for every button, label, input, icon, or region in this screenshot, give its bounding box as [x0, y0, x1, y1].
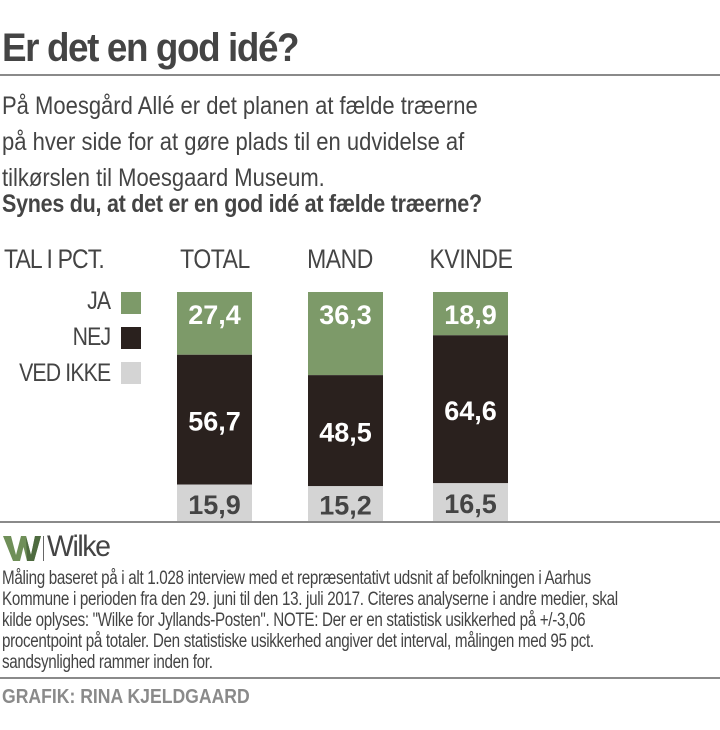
footnote-line: procentpoint på totaler. Den statistiske…	[2, 631, 594, 652]
data-label-ja-mand: 36,3	[319, 300, 372, 330]
data-label-ja-kvinde: 18,9	[444, 300, 497, 330]
bar-segment-ja-kvinde	[433, 292, 508, 336]
bar-segment-ved-ikke-mand	[308, 486, 383, 521]
survey-question: Synes du, at det er en god idé at fælde …	[2, 190, 482, 218]
legend-label-ved-ikke: VED IKKE	[18, 359, 111, 387]
data-label-ved-ikke-mand: 15,2	[319, 491, 372, 521]
footnote-line: Måling baseret på i alt 1.028 interview …	[2, 568, 591, 589]
category-label-total: TOTAL	[180, 244, 250, 274]
unit-label: TAL I PCT.	[4, 244, 105, 274]
intro-line: på hver side for at gøre plads til en ud…	[2, 128, 465, 156]
data-label-ja-total: 27,4	[188, 300, 241, 330]
wilke-logo-icon	[3, 536, 41, 561]
graphic-credit: GRAFIK: RINA KJELDGAARD	[2, 686, 250, 708]
intro-text: På Moesgård Allé er det planen at fælde …	[2, 88, 618, 196]
data-label-nej-total: 56,7	[188, 407, 241, 437]
wilke-logo-text: Wilke	[47, 530, 111, 563]
bar-segment-ja-mand	[308, 292, 383, 376]
category-label-kvinde: KVINDE	[429, 244, 513, 274]
bar-segment-nej-total	[177, 354, 252, 485]
bar-segment-nej-kvinde	[433, 335, 508, 484]
title-divider	[0, 74, 720, 76]
intro-line: tilkørslen til Moesgaard Museum.	[2, 164, 325, 192]
bar-segment-ved-ikke-total	[177, 484, 252, 521]
legend-swatch-nej	[121, 327, 141, 349]
legend-swatch-ved-ikke	[121, 362, 141, 384]
footnote-line: sandsynlighed rammer inden for.	[2, 652, 213, 673]
legend-swatch-ja	[121, 292, 141, 314]
bar-segment-nej-mand	[308, 375, 383, 487]
data-label-ved-ikke-total: 15,9	[188, 490, 241, 520]
methodology-note: Måling baseret på i alt 1.028 interview …	[2, 568, 618, 673]
data-label-nej-kvinde: 64,6	[444, 396, 497, 426]
legend-label-ja: JA	[86, 287, 111, 315]
intro-line: På Moesgård Allé er det planen at fælde …	[2, 92, 478, 120]
data-label-ved-ikke-kvinde: 16,5	[444, 489, 497, 519]
footer-divider	[0, 677, 720, 679]
chart-title: Er det en god idé?	[2, 26, 300, 70]
data-label-nej-mand: 48,5	[319, 418, 372, 448]
category-label-mand: MAND	[307, 244, 373, 274]
bar-segment-ja-total	[177, 292, 252, 355]
footnote-line: kilde oplyses: "Wilke for Jyllands-Poste…	[2, 610, 586, 631]
legend-label-nej: NEJ	[72, 323, 110, 351]
chart-baseline	[0, 521, 720, 523]
logo-separator	[43, 536, 44, 561]
bar-segment-ved-ikke-kvinde	[433, 483, 508, 521]
footnote-line: Kommune i perioden fra den 29. juni til …	[2, 589, 618, 610]
